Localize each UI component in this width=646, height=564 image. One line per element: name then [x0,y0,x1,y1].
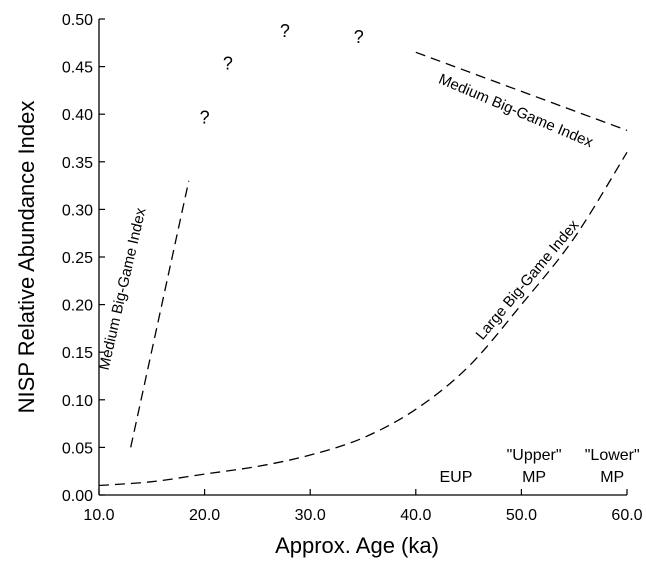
y-tick-label: 0.10 [62,393,93,410]
medium-big-game-top-line [415,51,628,132]
question-mark: ? [223,53,233,73]
y-tick-label: 0.25 [62,250,93,267]
period-label: "Lower" [585,447,640,464]
y-tick-label: 0.45 [62,60,93,77]
x-tick-label: 60.0 [611,507,642,524]
period-label: "Upper" [507,447,562,464]
x-tick-label: 10.0 [83,507,114,524]
medium-big-game-steep-line [130,180,190,448]
curve-label-medium-steep: Medium Big-Game Index [96,206,150,372]
y-tick-label: 0.30 [62,202,93,219]
curve-labels: Medium Big-Game Index Medium Big-Game In… [96,71,596,372]
curve-label-large: Large Big-Game Index [473,216,583,343]
y-tick-label: 0.20 [62,298,93,315]
x-tick-label: 20.0 [189,507,220,524]
curve-label-medium-top: Medium Big-Game Index [436,71,596,152]
y-tick-label: 0.50 [62,12,93,29]
y-tick-label: 0.15 [62,345,93,362]
y-tick-label: 0.35 [62,155,93,172]
y-axis-title: NISP Relative Abundance Index [14,101,39,414]
y-tick-label: 0.40 [62,107,93,124]
period-label: EUP [439,469,472,486]
question-mark: ? [200,108,210,128]
x-axis-title: Approx. Age (ka) [275,533,439,558]
annotations: ??? ? EUP "Upper" MP "Lower" MP [200,21,640,486]
x-tick-label: 30.0 [295,507,326,524]
period-label: MP [600,469,624,486]
y-tick-label: 0.00 [62,488,93,505]
question-mark: ? [354,27,364,47]
y-tick-label: 0.05 [62,440,93,457]
curves [98,51,628,487]
large-big-game-curve [98,151,628,487]
period-label: MP [522,469,546,486]
x-tick-label: 50.0 [506,507,537,524]
ticks: 10.0 20.0 30.0 40.0 50.0 60.0 0.00 0.05 0.10 0.15… [62,12,643,524]
x-tick-label: 40.0 [400,507,431,524]
question-mark: ? [280,21,290,41]
